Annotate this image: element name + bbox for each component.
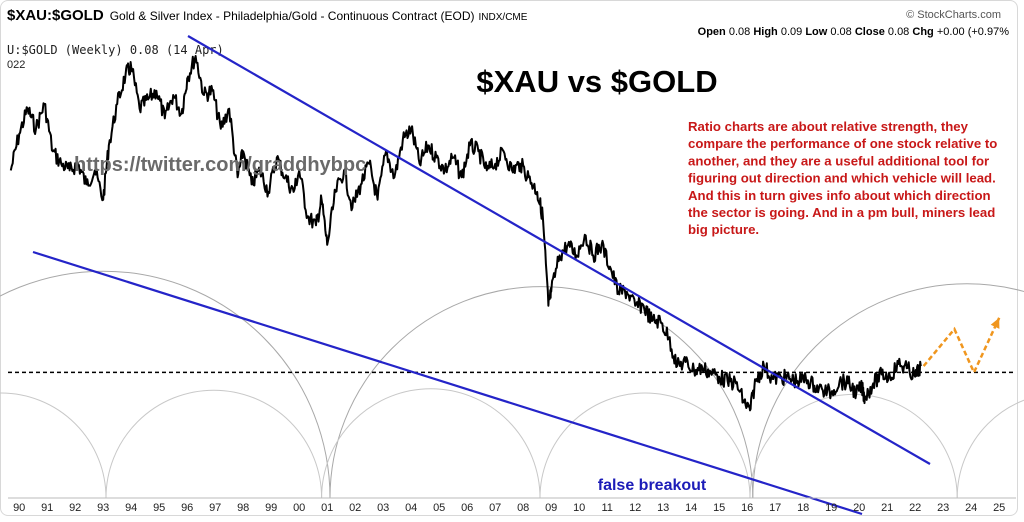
x-tick-label: 05 — [433, 502, 445, 514]
x-tick-label: 11 — [601, 502, 612, 514]
cycle-arc-large — [329, 286, 754, 499]
upper-trendline — [187, 35, 931, 465]
low-value: 0.08 — [830, 26, 852, 38]
open-value: 0.08 — [728, 26, 751, 38]
chg-value: +0.00 (+0.97% — [936, 26, 1009, 38]
close-value: 0.08 — [887, 26, 910, 38]
annotation-text: Ratio charts are about relative strength… — [688, 119, 997, 237]
x-tick-label: 09 — [545, 502, 557, 514]
x-tick-label: 99 — [265, 502, 277, 514]
x-tick-label: 17 — [769, 502, 781, 514]
x-tick-label: 04 — [405, 502, 417, 514]
open-label: Open — [697, 26, 726, 38]
lower-trendline — [32, 250, 863, 516]
x-tick-label: 98 — [237, 502, 249, 514]
x-tick-label: 19 — [825, 502, 837, 514]
x-tick-label: 08 — [517, 502, 529, 514]
chart-title: $XAU vs $GOLD — [476, 64, 717, 99]
forecast-arrowhead — [990, 317, 1000, 329]
x-tick-label: 03 — [377, 502, 389, 514]
series-label: U:$GOLD (Weekly) 0.08 (14 Apr) — [7, 43, 224, 57]
forecast-path — [922, 317, 1001, 376]
x-tick-label: 18 — [797, 502, 809, 514]
trendlines — [32, 35, 931, 516]
cycle-arc-small — [105, 389, 323, 499]
x-tick-label: 15 — [713, 502, 725, 514]
x-tick-label: 96 — [181, 502, 193, 514]
x-tick-label: 24 — [965, 502, 977, 514]
x-tick-label: 93 — [97, 502, 109, 514]
x-tick-label: 10 — [573, 502, 585, 514]
x-tick-label: 07 — [489, 502, 501, 514]
x-tick-label: 01 — [321, 502, 333, 514]
cycle-arc-small — [749, 393, 958, 499]
x-tick-label: 97 — [209, 502, 221, 514]
cycle-arc-large — [0, 270, 331, 499]
ohlc-readout: Open 0.08 High 0.09 Low 0.08 Close 0.08 … — [698, 26, 1009, 38]
watermark: https://twitter.com/graddhybpc — [74, 154, 366, 176]
index-description: Gold & Silver Index - Philadelphia/Gold … — [109, 9, 475, 23]
x-tick-label: 20 — [853, 502, 865, 514]
cycle-arc-small — [0, 392, 107, 499]
x-tick-label: 90 — [13, 502, 25, 514]
x-tick-label: 94 — [125, 502, 137, 514]
x-tick-label: 00 — [293, 502, 305, 514]
low-label: Low — [805, 26, 828, 38]
close-label: Close — [854, 26, 885, 38]
x-tick-label: 13 — [657, 502, 669, 514]
x-tick-label: 14 — [685, 502, 697, 514]
forecast-line — [922, 317, 1001, 376]
x-tick-label: 02 — [349, 502, 361, 514]
chg-label: Chg — [912, 26, 934, 38]
high-value: 0.09 — [780, 26, 803, 38]
year-label: 022 — [7, 59, 26, 71]
x-tick-label: 16 — [741, 502, 753, 514]
x-tick-label: 95 — [153, 502, 165, 514]
x-tick-label: 23 — [937, 502, 949, 514]
x-tick-label: 22 — [909, 502, 921, 514]
chart-header: $XAU:$GOLD Gold & Silver Index - Philadel… — [7, 7, 527, 24]
symbol: $XAU:$GOLD — [7, 7, 104, 24]
copyright: © StockCharts.com — [906, 9, 1001, 21]
cycle-arc-large — [752, 283, 1024, 499]
x-axis: 90 91 92 93 94 95 96 97 98 99 00 01 02 03 04 05 06 07 08 09… — [8, 497, 1016, 514]
false-breakout-label: false breakout — [598, 477, 707, 494]
cycle-arc-small — [539, 392, 751, 499]
x-tick-label: 21 — [881, 502, 893, 514]
cycle-arcs — [0, 270, 1024, 499]
cycle-arc-small — [321, 388, 541, 499]
x-tick-label: 12 — [629, 502, 641, 514]
high-label: High — [753, 26, 778, 38]
exchange: INDX/CME — [478, 12, 528, 23]
x-tick-label: 92 — [69, 502, 81, 514]
x-tick-label: 25 — [993, 502, 1005, 514]
cycle-arc-small — [956, 399, 1024, 499]
price-line — [9, 55, 922, 412]
x-tick-label: 06 — [461, 502, 473, 514]
x-tick-label: 91 — [41, 502, 53, 514]
